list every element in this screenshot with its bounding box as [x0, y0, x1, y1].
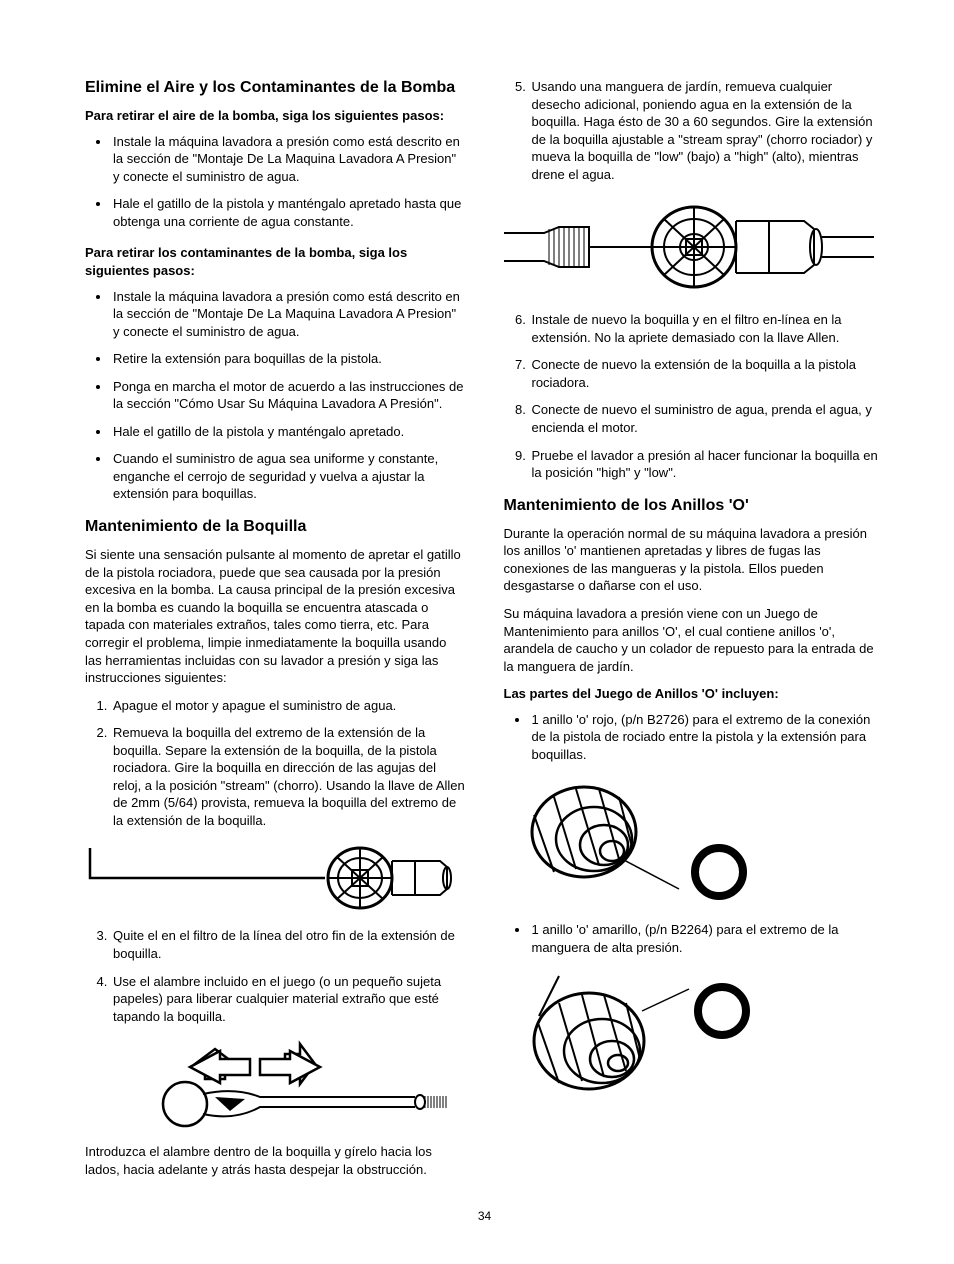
paragraph: Su máquina lavadora a presión viene con … — [504, 605, 885, 675]
list-item: Conecte de nuevo la extensión de la boqu… — [530, 356, 885, 391]
list-nozzle-steps-cont: Quite el en el filtro de la línea del ot… — [85, 927, 466, 1025]
list-oring-2: 1 anillo 'o' amarillo, (p/n B2264) para … — [504, 921, 885, 956]
figure-wire-clean — [85, 1039, 466, 1129]
list-item: Ponga en marcha el motor de acuerdo a la… — [111, 378, 466, 413]
list-item: Remueva la boquilla del extremo de la ex… — [111, 724, 466, 829]
heading-oring-maintenance: Mantenimiento de los Anillos 'O' — [504, 496, 885, 515]
paragraph: Durante la operación normal de su máquin… — [504, 525, 885, 595]
figure-oring-yellow — [504, 971, 885, 1111]
paragraph: Introduzca el alambre dentro de la boqui… — [85, 1143, 466, 1178]
list-item: Conecte de nuevo el suministro de agua, … — [530, 401, 885, 436]
list-item: Instale la máquina lavadora a presión co… — [111, 288, 466, 341]
figure-hose-flush — [504, 197, 885, 297]
right-column: Usando una manguera de jardín, remueva c… — [504, 78, 885, 1188]
page-number: 34 — [85, 1188, 884, 1224]
list-nozzle-steps-right: Usando una manguera de jardín, remueva c… — [504, 78, 885, 183]
figure-oring-red — [504, 777, 885, 907]
left-column: Elimine el Aire y los Contaminantes de l… — [85, 78, 466, 1188]
heading-nozzle-maintenance: Mantenimiento de la Boquilla — [85, 517, 466, 536]
subhead-oring-parts: Las partes del Juego de Anillos 'O' incl… — [504, 685, 885, 703]
list-item: Apague el motor y apague el suministro d… — [111, 697, 466, 715]
list-item: Use el alambre incluido en el juego (o u… — [111, 973, 466, 1026]
list-item: 1 anillo 'o' amarillo, (p/n B2264) para … — [530, 921, 885, 956]
subhead-contaminants: Para retirar los contaminantes de la bom… — [85, 244, 466, 279]
heading-eliminate-air: Elimine el Aire y los Contaminantes de l… — [85, 78, 466, 97]
list-item: Usando una manguera de jardín, remueva c… — [530, 78, 885, 183]
list-item: Quite el en el filtro de la línea del ot… — [111, 927, 466, 962]
list-item: Pruebe el lavador a presión al hacer fun… — [530, 447, 885, 482]
list-oring: 1 anillo 'o' rojo, (p/n B2726) para el e… — [504, 711, 885, 764]
list-item: Cuando el suministro de agua sea uniform… — [111, 450, 466, 503]
subhead-air: Para retirar el aire de la bomba, siga l… — [85, 107, 466, 125]
list-nozzle-steps: Apague el motor y apague el suministro d… — [85, 697, 466, 830]
list-nozzle-steps-right-2: Instale de nuevo la boquilla y en el fil… — [504, 311, 885, 481]
list-item: Instale de nuevo la boquilla y en el fil… — [530, 311, 885, 346]
list-item: Retire la extensión para boquillas de la… — [111, 350, 466, 368]
paragraph: Si siente una sensación pulsante al mome… — [85, 546, 466, 686]
list-item: Hale el gatillo de la pistola y manténga… — [111, 195, 466, 230]
list-item: Instale la máquina lavadora a presión co… — [111, 133, 466, 186]
list-air: Instale la máquina lavadora a presión co… — [85, 133, 466, 231]
list-contaminants: Instale la máquina lavadora a presión co… — [85, 288, 466, 503]
list-item: Hale el gatillo de la pistola y manténga… — [111, 423, 466, 441]
list-item: 1 anillo 'o' rojo, (p/n B2726) para el e… — [530, 711, 885, 764]
figure-allen-key — [85, 843, 466, 913]
